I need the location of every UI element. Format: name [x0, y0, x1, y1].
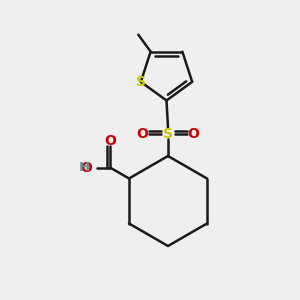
Text: S: S [163, 127, 173, 140]
Text: O: O [188, 127, 200, 140]
Text: O: O [136, 127, 148, 140]
Text: S: S [136, 75, 146, 89]
Text: H: H [79, 161, 90, 174]
Text: O: O [104, 134, 116, 148]
Text: O: O [80, 161, 92, 175]
